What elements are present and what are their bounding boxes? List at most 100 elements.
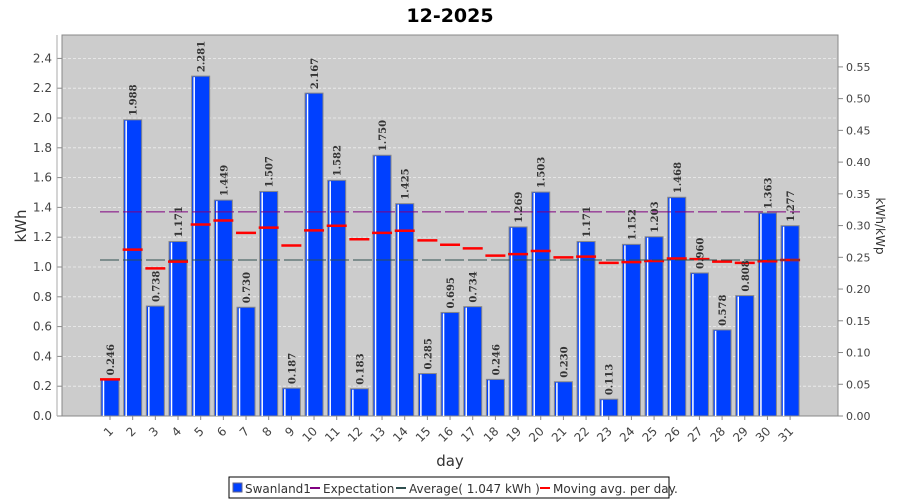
x-tick-label: 27: [685, 424, 706, 445]
bar-value-label: 1.269: [514, 192, 525, 223]
bar-value-label: 0.738: [151, 271, 162, 302]
bar: [667, 196, 687, 417]
bar: [621, 243, 641, 417]
bar-value-label: 0.578: [718, 295, 729, 326]
y-axis-label: kWh: [12, 209, 30, 242]
x-tick-label: 12: [345, 424, 366, 445]
y-tick-label: 1.0: [33, 260, 52, 274]
bar-value-label: 0.230: [559, 346, 570, 377]
bar-value-label: 1.171: [174, 206, 185, 237]
bar: [757, 212, 777, 417]
y2-tick-label: 0.40: [846, 156, 871, 169]
bar-value-label: 1.988: [129, 84, 140, 115]
x-tick-label: 31: [776, 424, 797, 445]
x-tick-label: 6: [214, 424, 229, 439]
bar: [508, 226, 528, 417]
bar: [281, 387, 301, 417]
bar-value-label: 1.582: [333, 145, 344, 176]
legend: Swanland1 Expectation Average( 1.047 kWh…: [228, 476, 678, 499]
bar-value-label: 1.507: [265, 156, 276, 187]
bar: [531, 191, 551, 417]
bar: [576, 241, 596, 417]
y2-tick-label: 0.05: [846, 378, 871, 391]
x-axis-label: day: [436, 452, 464, 470]
x-tick-label: 1: [101, 424, 116, 439]
bar-value-label: 0.246: [106, 344, 117, 375]
bar-value-label: 1.449: [219, 165, 230, 196]
x-tick-label: 10: [299, 424, 320, 445]
bar-value-label: 0.246: [491, 344, 502, 375]
x-tick-label: 14: [390, 424, 411, 445]
x-tick-label: 26: [662, 424, 683, 445]
x-tick-label: 16: [435, 424, 456, 445]
y2-tick-label: 0.50: [846, 93, 871, 106]
x-tick-label: 4: [169, 424, 184, 439]
x-tick-label: 11: [322, 424, 343, 445]
y2-tick-label: 0.25: [846, 251, 871, 264]
y-tick-label: 0.4: [33, 349, 52, 363]
y-tick-label: 1.4: [33, 200, 52, 214]
x-tick-label: 28: [708, 424, 729, 445]
bar: [145, 305, 165, 417]
x-tick-label: 5: [191, 424, 206, 439]
y-tick-label: 0.2: [33, 379, 52, 393]
bar: [259, 190, 279, 417]
x-tick-label: 8: [260, 424, 275, 439]
x-tick-label: 2: [123, 424, 138, 439]
bar-value-label: 1.425: [401, 168, 412, 199]
x-tick-label: 3: [146, 424, 161, 439]
x-tick-label: 13: [367, 424, 388, 445]
y2-axis-label: kWh/kWp: [873, 198, 887, 255]
legend-label-moving-avg: Moving avg. per day.: [553, 482, 678, 496]
legend-label-swanland1: Swanland1: [245, 482, 311, 496]
y-tick-label: 0.6: [33, 320, 52, 334]
bar: [123, 119, 143, 417]
y2-tick-label: 0.00: [846, 410, 871, 423]
bar-value-label: 0.960: [695, 238, 706, 269]
x-tick-label: 22: [571, 424, 592, 445]
bar-value-label: 2.167: [310, 58, 321, 89]
bar: [372, 154, 392, 417]
bar-value-label: 1.152: [627, 209, 638, 240]
bar: [417, 373, 437, 417]
y-tick-label: 1.8: [33, 141, 52, 155]
x-tick-label: 20: [526, 424, 547, 445]
y2-tick-label: 0.10: [846, 347, 871, 360]
bar-value-label: 1.468: [673, 162, 684, 193]
bar: [304, 92, 324, 417]
bar-value-label: 0.187: [287, 353, 298, 384]
bar: [349, 388, 369, 417]
x-tick-label: 30: [753, 424, 774, 445]
x-tick-label: 29: [730, 424, 751, 445]
bar-value-label: 1.203: [650, 201, 661, 232]
x-tick-label: 9: [282, 424, 297, 439]
y-tick-label: 2.2: [33, 81, 52, 95]
bar-value-label: 1.277: [786, 190, 797, 221]
bar: [599, 398, 619, 417]
bar: [712, 329, 732, 417]
x-tick-label: 19: [503, 424, 524, 445]
bar: [735, 295, 755, 417]
bar: [780, 225, 800, 417]
y-tick-label: 1.2: [33, 230, 52, 244]
y-tick-label: 0.0: [33, 409, 52, 423]
bar: [463, 306, 483, 417]
bar: [213, 199, 233, 417]
y-tick-label: 0.8: [33, 290, 52, 304]
x-tick-label: 7: [237, 424, 252, 439]
bar: [327, 179, 347, 417]
bar-value-label: 0.113: [605, 364, 616, 395]
bar: [553, 381, 573, 417]
legend-label-average: Average( 1.047 kWh ): [409, 482, 540, 496]
y2-tick-label: 0.30: [846, 220, 871, 233]
x-tick-label: 23: [594, 424, 615, 445]
y-tick-label: 2.4: [33, 51, 52, 65]
bar-value-label: 1.363: [763, 178, 774, 209]
y2-tick-label: 0.20: [846, 283, 871, 296]
bar-value-label: 2.281: [197, 41, 208, 72]
x-tick-label: 15: [413, 424, 434, 445]
legend-label-expectation: Expectation: [323, 482, 394, 496]
bar-value-label: 1.171: [582, 206, 593, 237]
bar-value-label: 0.808: [741, 260, 752, 291]
